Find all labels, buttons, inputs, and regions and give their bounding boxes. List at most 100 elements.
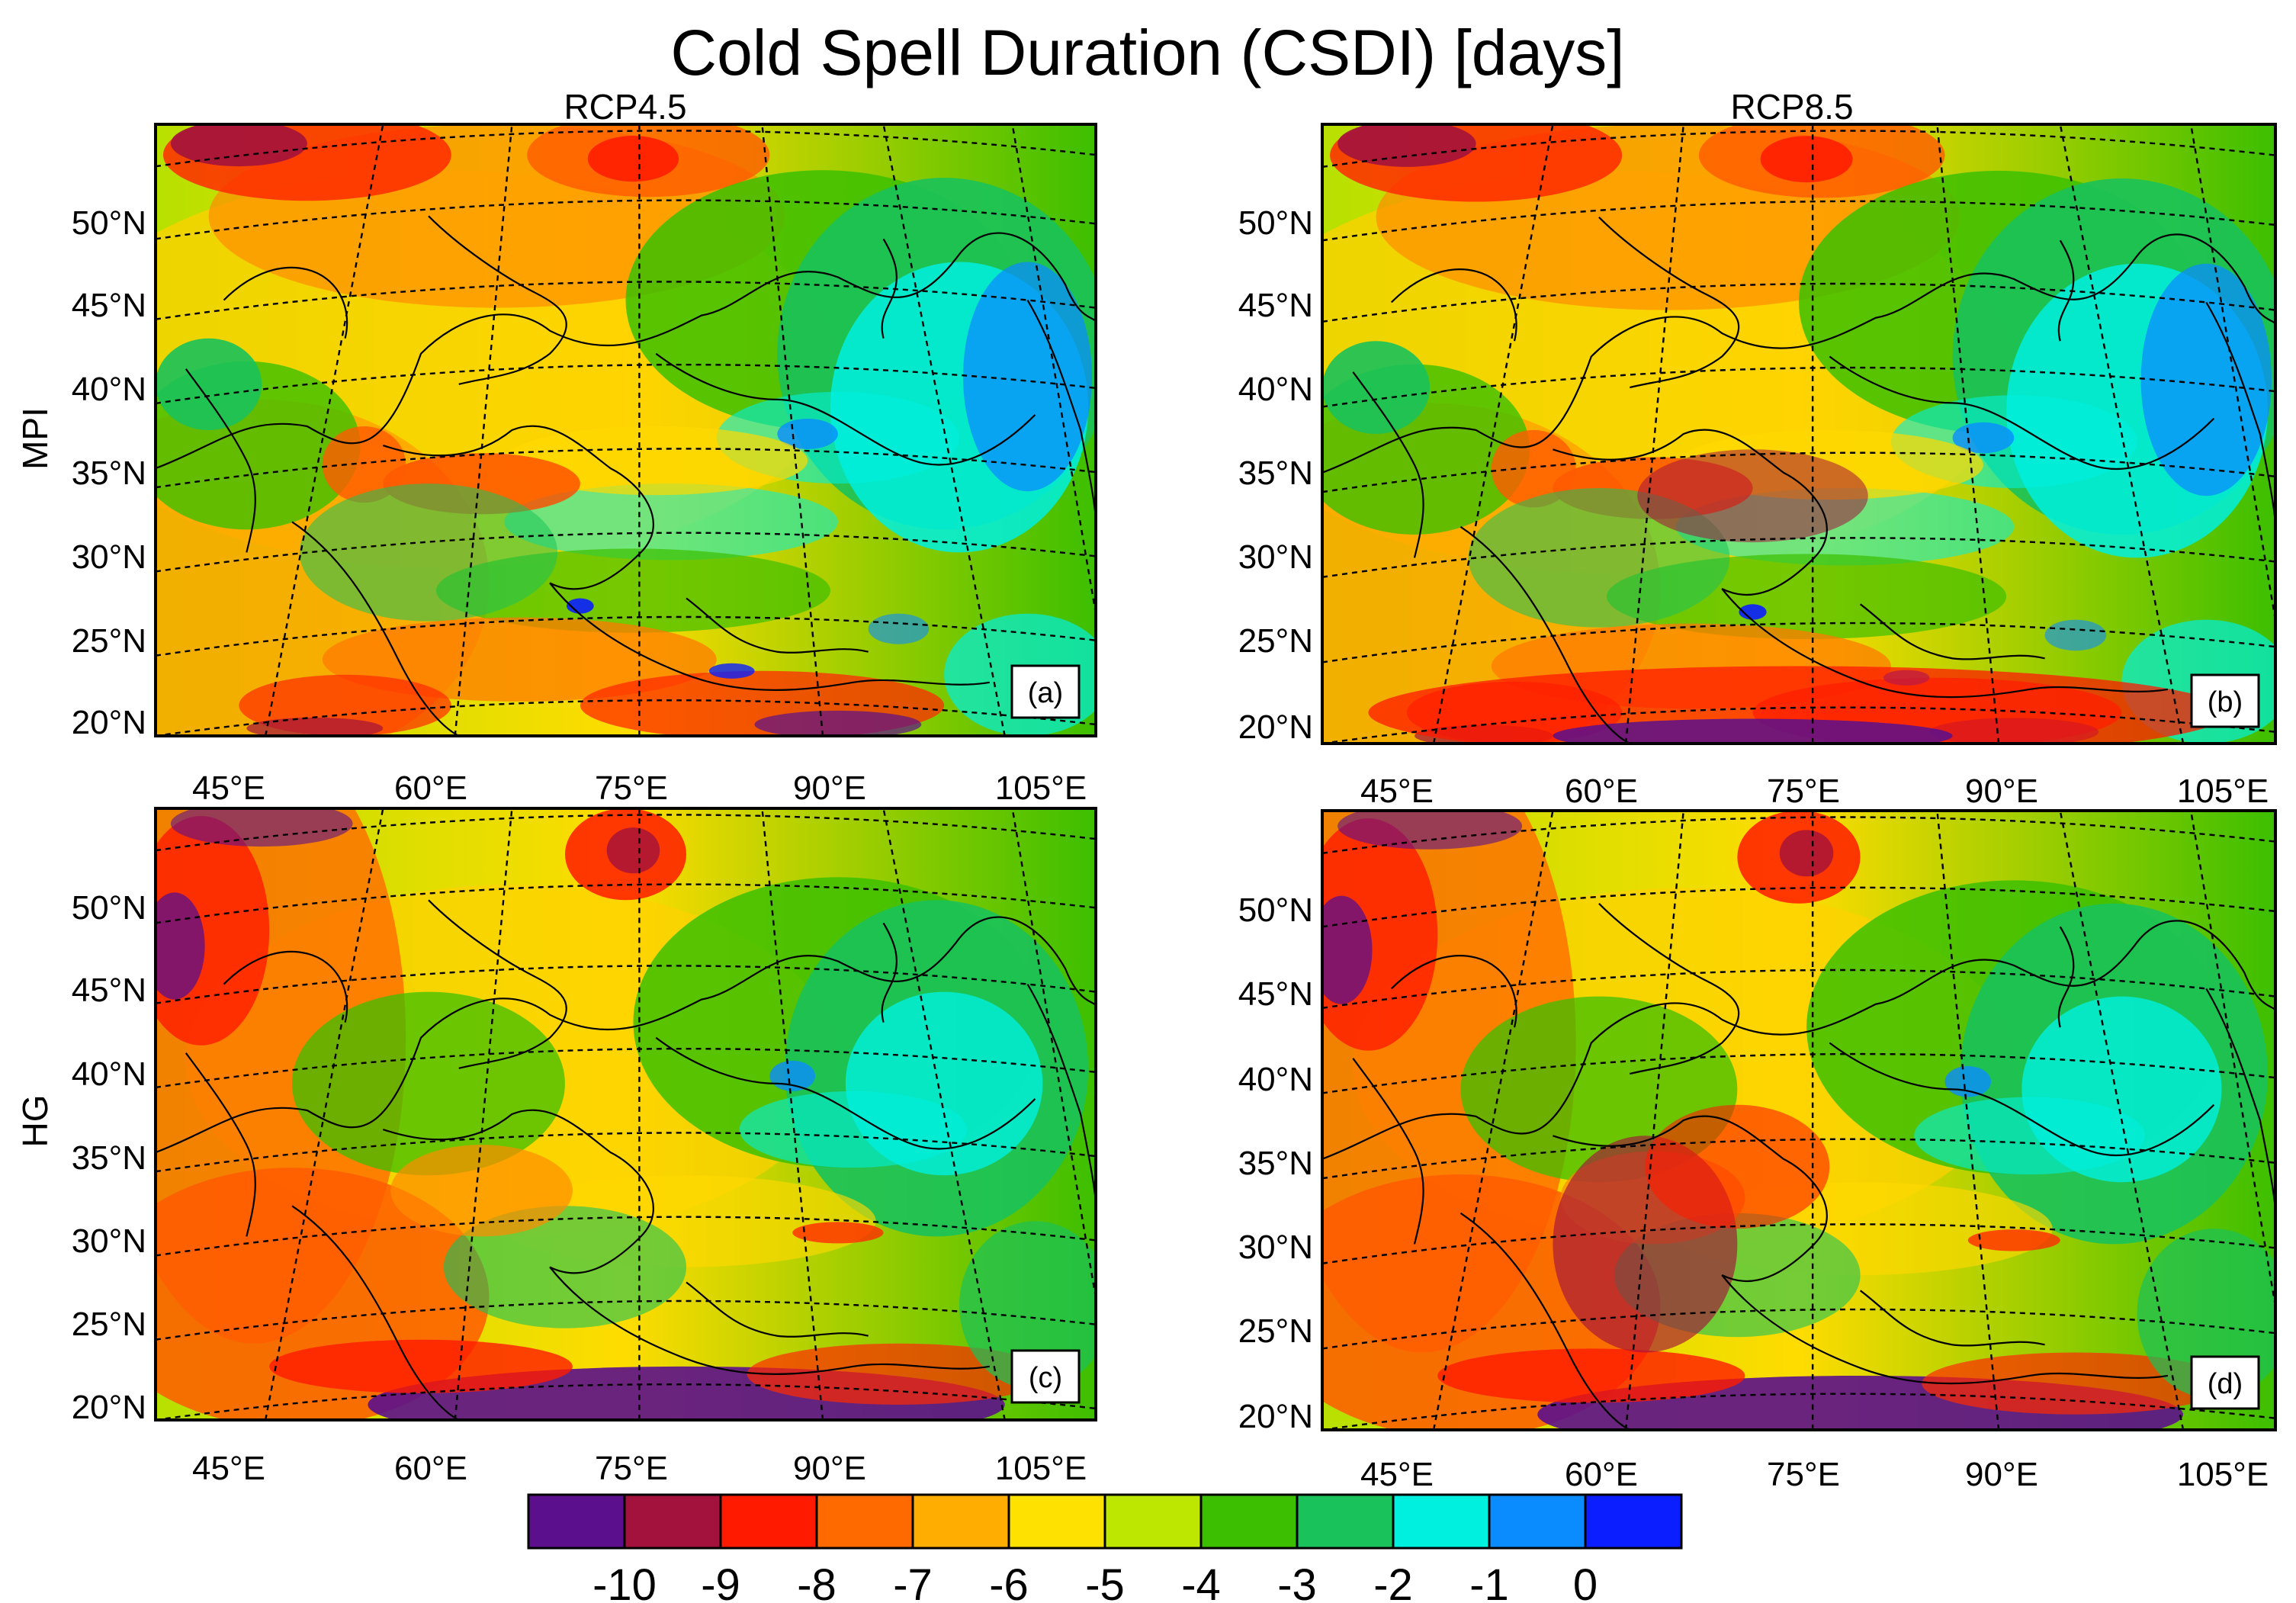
- colorbar-swatch: [527, 1493, 626, 1550]
- figure-title: Cold Spell Duration (CSDI) [days]: [670, 17, 1624, 88]
- column-title-rcp85: RCP8.5: [1730, 87, 1853, 127]
- lon-labels-c: 45°E 60°E 75°E 90°E 105°E: [192, 1450, 1087, 1487]
- lat-label: 50°N: [72, 889, 146, 927]
- lon-label: 75°E: [1767, 1456, 1840, 1493]
- panel-tag-d: (d): [2208, 1368, 2243, 1400]
- map-field-d: [1322, 811, 2275, 1430]
- lat-label: 40°N: [72, 1055, 146, 1093]
- lat-label: 45°N: [1238, 975, 1313, 1013]
- lat-label: 25°N: [1238, 622, 1313, 660]
- map-frame-a: [154, 123, 1097, 737]
- colorbar: -10 -9 -8 -7 -6 -5 -4 -3 -2 -1 0: [527, 1493, 1683, 1603]
- lon-labels-d: 45°E 60°E 75°E 90°E 105°E: [1360, 1456, 2269, 1493]
- colorbar-label: -7: [893, 1560, 933, 1603]
- panel-b: (b): [1321, 123, 2277, 745]
- colorbar-label: -4: [1181, 1560, 1221, 1603]
- colorbar-swatch: [623, 1493, 722, 1550]
- lat-label: 45°N: [72, 287, 146, 324]
- lon-label: 105°E: [995, 769, 1087, 807]
- lat-label: 45°N: [72, 972, 146, 1009]
- lat-label: 30°N: [1238, 1229, 1313, 1266]
- colorbar-swatch: [1103, 1493, 1203, 1550]
- panel-tag-box-c: [1010, 1349, 1081, 1404]
- panel-tag-c: (c): [1029, 1362, 1062, 1394]
- lat-label: 40°N: [1238, 371, 1313, 408]
- colorbar-swatch: [1296, 1493, 1395, 1550]
- colorbar-swatch: [911, 1493, 1010, 1550]
- lon-label: 45°E: [1360, 773, 1434, 810]
- colorbar-label: -8: [797, 1560, 837, 1603]
- lat-label: 20°N: [1238, 1398, 1313, 1435]
- colorbar-label: -10: [592, 1560, 657, 1603]
- lon-label: 90°E: [793, 1450, 866, 1487]
- lat-label: 40°N: [1238, 1061, 1313, 1098]
- lat-label: 50°N: [72, 204, 146, 242]
- lon-labels-b: 45°E 60°E 75°E 90°E 105°E: [1360, 773, 2269, 810]
- lon-label: 60°E: [394, 1450, 467, 1487]
- lon-label: 90°E: [793, 769, 866, 807]
- colorbar-swatch: [1007, 1493, 1106, 1550]
- row-label-mpi: MPI: [15, 407, 55, 470]
- map-frame-c: [154, 807, 1097, 1421]
- colorbar-label: 0: [1573, 1560, 1598, 1603]
- lat-labels-c: 50°N 45°N 40°N 35°N 30°N 25°N 20°N: [72, 889, 146, 1426]
- colorbar-label: -2: [1373, 1560, 1413, 1603]
- panel-tag-a: (a): [1028, 677, 1063, 709]
- lon-label: 75°E: [1767, 773, 1840, 810]
- lat-label: 30°N: [1238, 538, 1313, 576]
- lat-label: 20°N: [72, 1389, 146, 1426]
- colorbar-swatch: [719, 1493, 818, 1550]
- lat-label: 25°N: [1238, 1312, 1313, 1350]
- colorbar-label: -5: [1085, 1560, 1125, 1603]
- colorbar-swatch: [1488, 1493, 1587, 1550]
- lon-label: 105°E: [2177, 1456, 2269, 1493]
- lat-label: 50°N: [1238, 891, 1313, 929]
- lat-label: 35°N: [1238, 455, 1313, 492]
- panel-c: (c): [154, 807, 1097, 1421]
- lat-labels-d: 50°N 45°N 40°N 35°N 30°N 25°N 20°N: [1238, 891, 1313, 1435]
- row-label-hg: HG: [15, 1095, 55, 1148]
- lat-label: 35°N: [72, 1139, 146, 1177]
- lat-labels-b: 50°N 45°N 40°N 35°N 30°N 25°N 20°N: [1238, 204, 1313, 746]
- lat-label: 35°N: [72, 455, 146, 492]
- lat-label: 30°N: [72, 1222, 146, 1260]
- lon-label: 60°E: [1565, 1456, 1638, 1493]
- lon-label: 105°E: [995, 1450, 1087, 1487]
- lat-label: 20°N: [1238, 708, 1313, 746]
- lat-label: 20°N: [72, 704, 146, 741]
- panel-tag-box-b: [2190, 673, 2260, 728]
- map-field-a: [156, 124, 1096, 736]
- lat-label: 50°N: [1238, 204, 1313, 242]
- panel-tag-b: (b): [2208, 686, 2243, 718]
- colorbar-label: -3: [1277, 1560, 1317, 1603]
- lon-label: 45°E: [192, 1450, 265, 1487]
- map-field-c: [156, 808, 1096, 1420]
- panel-a: (a): [154, 123, 1097, 737]
- colorbar-label: -9: [701, 1560, 740, 1603]
- panel-d: (d): [1321, 809, 2277, 1431]
- lat-label: 45°N: [1238, 287, 1313, 324]
- colorbar-swatch: [815, 1493, 914, 1550]
- lon-label: 75°E: [595, 1450, 668, 1487]
- lon-label: 90°E: [1965, 773, 2038, 810]
- lat-label: 30°N: [72, 538, 146, 576]
- panel-tag-box-d: [2190, 1355, 2260, 1410]
- colorbar-label: -1: [1469, 1560, 1509, 1603]
- lat-label: 25°N: [72, 622, 146, 660]
- colorbar-swatch: [1584, 1493, 1683, 1550]
- lon-label: 60°E: [394, 769, 467, 807]
- colorbar-swatch: [1392, 1493, 1491, 1550]
- lon-label: 90°E: [1965, 1456, 2038, 1493]
- lon-label: 60°E: [1565, 773, 1638, 810]
- lon-label: 45°E: [1360, 1456, 1434, 1493]
- lat-labels-a: 50°N 45°N 40°N 35°N 30°N 25°N 20°N: [72, 204, 146, 741]
- map-frame-b: [1321, 123, 2277, 745]
- lon-label: 105°E: [2177, 773, 2269, 810]
- lat-label: 35°N: [1238, 1145, 1313, 1182]
- column-title-rcp45: RCP4.5: [564, 87, 686, 127]
- panel-tag-box-a: [1010, 664, 1081, 719]
- map-frame-d: [1321, 809, 2277, 1431]
- colorbar-label: -6: [989, 1560, 1029, 1603]
- lon-label: 45°E: [192, 769, 265, 807]
